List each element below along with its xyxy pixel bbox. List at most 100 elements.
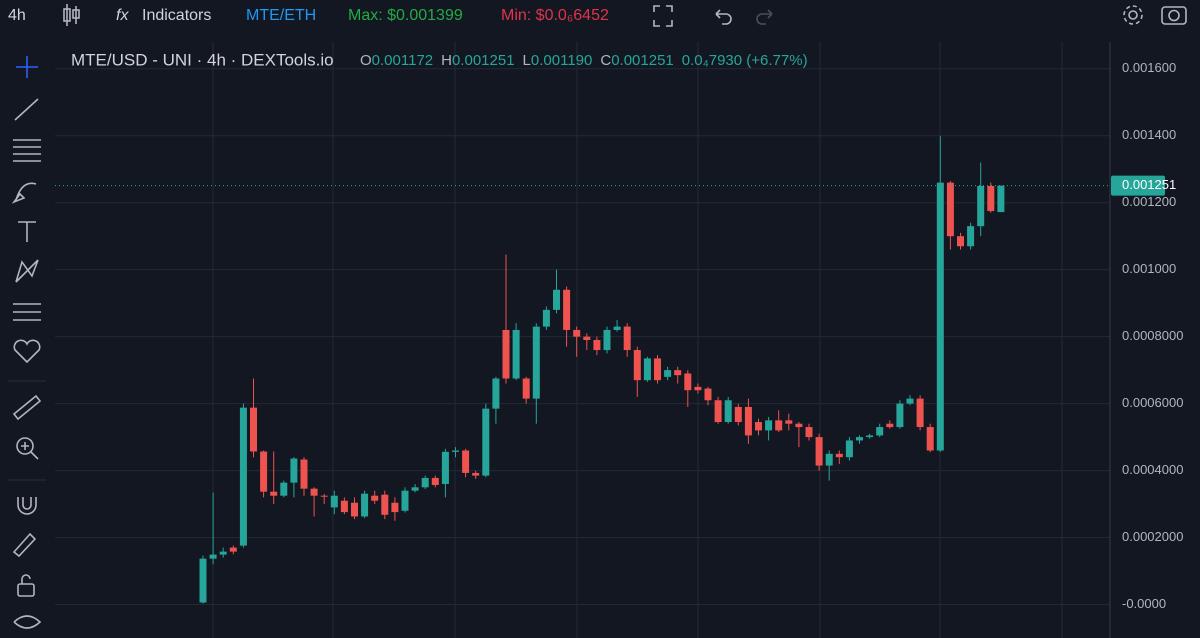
ohlc-legend: O0.001172 H0.001251 L0.001190 C0.001251 0.0₄… bbox=[360, 52, 808, 69]
candle-body bbox=[512, 329, 520, 379]
candle-body bbox=[603, 329, 611, 351]
legend-close-label: C bbox=[600, 52, 611, 69]
candle-body bbox=[724, 400, 732, 423]
candle-body bbox=[361, 493, 369, 517]
candle-body bbox=[694, 386, 702, 391]
candle-body bbox=[563, 289, 571, 330]
left-toolbar bbox=[8, 56, 46, 629]
y-tick-label: 0.0006000 bbox=[1122, 395, 1183, 410]
hide-tool[interactable] bbox=[13, 615, 42, 629]
candle-body bbox=[381, 494, 389, 515]
settings-icon-ring[interactable] bbox=[1123, 5, 1143, 25]
legend-close: 0.001251 bbox=[611, 52, 674, 69]
y-tick-label: 0.001400 bbox=[1122, 127, 1176, 142]
candle-body bbox=[734, 406, 742, 423]
ruler-tool[interactable] bbox=[12, 394, 42, 421]
fullscreen-icon[interactable] bbox=[653, 5, 673, 27]
legend-title: MTE/USD - UNI · 4h · DEXTools.io bbox=[71, 50, 334, 69]
crosshair-tool[interactable] bbox=[16, 56, 38, 78]
candle-body bbox=[936, 182, 944, 451]
candle-body bbox=[351, 502, 358, 517]
candle-body bbox=[371, 495, 379, 501]
candle-body bbox=[270, 491, 278, 496]
candle-body bbox=[957, 236, 964, 247]
candle-body bbox=[199, 558, 207, 603]
pattern-tool[interactable] bbox=[15, 259, 39, 283]
candle-body bbox=[866, 435, 874, 438]
candle-body bbox=[462, 450, 470, 473]
undo-icon[interactable] bbox=[715, 9, 732, 25]
y-tick-label: 0.0004000 bbox=[1122, 462, 1183, 477]
candle-body bbox=[583, 336, 591, 340]
candle-body bbox=[472, 472, 480, 476]
text-tool[interactable] bbox=[18, 221, 36, 242]
candle-body bbox=[431, 477, 439, 485]
candle-body bbox=[805, 427, 813, 438]
candle-body bbox=[542, 309, 550, 327]
legend-low: 0.001190 bbox=[531, 52, 592, 69]
y-tick-label: 0.001200 bbox=[1122, 194, 1176, 209]
candle-body bbox=[664, 370, 672, 377]
legend: MTE/USD - UNI · 4h · DEXTools.io bbox=[71, 50, 334, 69]
legend-high-label: H bbox=[441, 52, 452, 69]
candle-body bbox=[280, 482, 288, 496]
unlock-tool[interactable] bbox=[17, 583, 35, 597]
candle-body bbox=[977, 185, 985, 227]
candle-body bbox=[967, 226, 975, 247]
candle-body bbox=[239, 407, 247, 546]
candle-body bbox=[926, 427, 934, 451]
fib-tool[interactable] bbox=[13, 139, 41, 162]
candle-body bbox=[876, 427, 884, 436]
settings-icon[interactable] bbox=[1128, 10, 1138, 20]
candle-body bbox=[553, 289, 560, 310]
candle-body bbox=[755, 422, 762, 431]
top-toolbar: 4h fx Indicators MTE/ETH Max: $0.001399 … bbox=[8, 4, 1187, 27]
candle-body bbox=[482, 408, 490, 476]
candle-body bbox=[340, 500, 348, 513]
candle-body bbox=[219, 551, 227, 555]
magnet-tool[interactable] bbox=[17, 497, 37, 515]
candle-body bbox=[946, 182, 954, 237]
candle-body bbox=[441, 451, 449, 484]
camera-icon[interactable] bbox=[1161, 6, 1187, 25]
unlock-shackle bbox=[21, 574, 31, 584]
candle-icon[interactable] bbox=[63, 4, 80, 26]
candle-body bbox=[502, 329, 510, 379]
brush-tool[interactable] bbox=[11, 182, 37, 204]
y-tick-label: -0.0000 bbox=[1122, 596, 1166, 611]
candle-body bbox=[674, 370, 682, 376]
indicators-button[interactable]: Indicators bbox=[142, 7, 211, 24]
candle-body bbox=[906, 398, 914, 404]
trendline-tool[interactable] bbox=[14, 98, 39, 121]
candle-body bbox=[896, 403, 904, 428]
candle-body bbox=[714, 400, 722, 423]
y-tick-label: 0.001600 bbox=[1122, 60, 1176, 75]
min-price: Min: $0.0₆6452 bbox=[501, 7, 609, 24]
candle-body bbox=[704, 388, 712, 401]
candle-body bbox=[997, 185, 1005, 213]
candle-body bbox=[987, 185, 995, 212]
prediction-tool[interactable] bbox=[13, 303, 41, 321]
zoom-tool[interactable] bbox=[16, 437, 34, 455]
plot bbox=[55, 68, 1110, 606]
last-price-label: 0.001251 bbox=[1122, 177, 1176, 192]
interval-button[interactable]: 4h bbox=[8, 7, 26, 24]
lock-drawing-tool[interactable] bbox=[12, 532, 37, 558]
candle-body bbox=[886, 423, 894, 428]
candle-body bbox=[684, 373, 692, 391]
redo-icon[interactable] bbox=[756, 9, 773, 25]
candle-body bbox=[391, 502, 399, 513]
candle-body bbox=[765, 420, 773, 431]
fx-icon[interactable]: fx bbox=[116, 7, 129, 24]
candle-body bbox=[209, 554, 217, 559]
candle-body bbox=[845, 440, 853, 458]
candle-body bbox=[411, 487, 419, 491]
candle-body bbox=[532, 326, 540, 399]
candle-body bbox=[421, 477, 429, 488]
camera-lens bbox=[1168, 9, 1180, 22]
pair-button[interactable]: MTE/ETH bbox=[246, 7, 316, 24]
favorites-tool[interactable] bbox=[13, 339, 41, 364]
candle-body bbox=[573, 329, 581, 337]
